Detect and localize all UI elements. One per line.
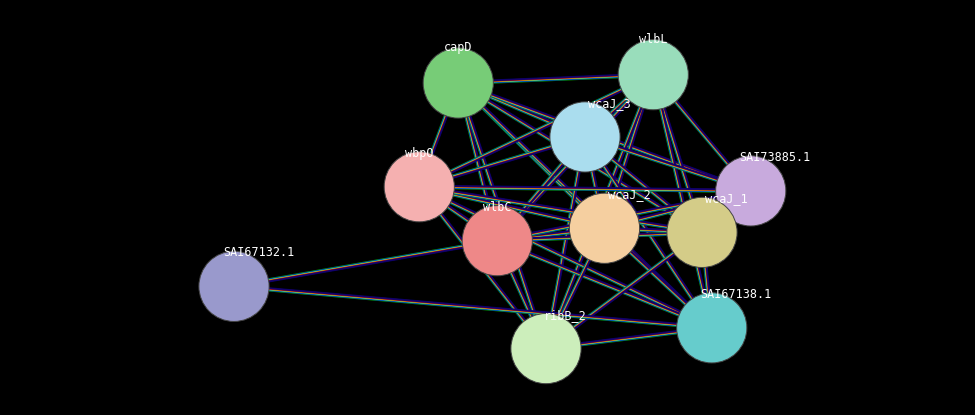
Ellipse shape <box>384 151 454 222</box>
Text: SAI67138.1: SAI67138.1 <box>700 288 772 301</box>
Ellipse shape <box>569 193 640 264</box>
Text: wcaJ_2: wcaJ_2 <box>607 188 650 201</box>
Ellipse shape <box>677 293 747 363</box>
Ellipse shape <box>423 48 493 118</box>
Text: wcaJ_3: wcaJ_3 <box>588 97 631 110</box>
Ellipse shape <box>667 197 737 268</box>
Text: wbpO: wbpO <box>405 147 434 160</box>
Ellipse shape <box>618 39 688 110</box>
Ellipse shape <box>550 102 620 172</box>
Text: capD: capD <box>444 41 473 54</box>
Text: SAI67132.1: SAI67132.1 <box>222 247 294 259</box>
Ellipse shape <box>462 205 532 276</box>
Text: wlbC: wlbC <box>483 201 512 214</box>
Text: ribB_2: ribB_2 <box>544 309 587 322</box>
Text: wcaJ_1: wcaJ_1 <box>705 193 748 205</box>
Ellipse shape <box>511 313 581 384</box>
Ellipse shape <box>199 251 269 322</box>
Text: SAI73885.1: SAI73885.1 <box>739 151 811 164</box>
Text: wlbL: wlbL <box>639 33 668 46</box>
Ellipse shape <box>716 156 786 226</box>
